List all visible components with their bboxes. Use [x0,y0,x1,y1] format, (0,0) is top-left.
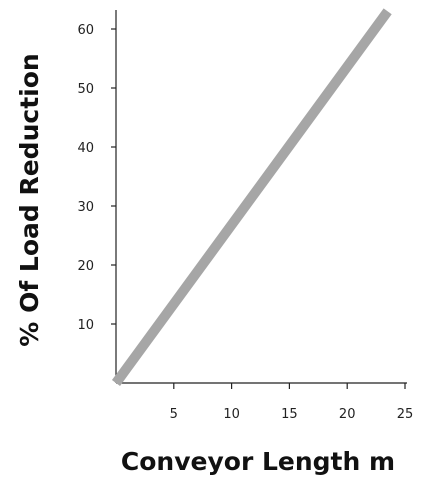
x-tick-label: 10 [223,407,240,422]
y-tick-label: 60 [77,23,94,38]
y-tick-label: 30 [77,200,94,215]
x-tick-label: 25 [397,407,414,422]
y-tick-label: 40 [77,141,94,156]
x-tick-label: 15 [281,407,298,422]
y-tick-label: 20 [77,259,94,274]
x-tick-label: 5 [170,407,178,422]
x-tick-label: 20 [339,407,356,422]
x-axis-ticks: 5 10 15 20 25 [170,383,414,422]
y-axis-ticks: 10 20 30 40 50 60 [77,23,116,333]
y-tick-label: 10 [77,318,94,333]
x-axis-title: Conveyor Length m [121,447,395,476]
series-line [111,8,392,386]
y-axis-title: % Of Load Reduction [15,53,44,346]
y-tick-label: 50 [77,82,94,97]
